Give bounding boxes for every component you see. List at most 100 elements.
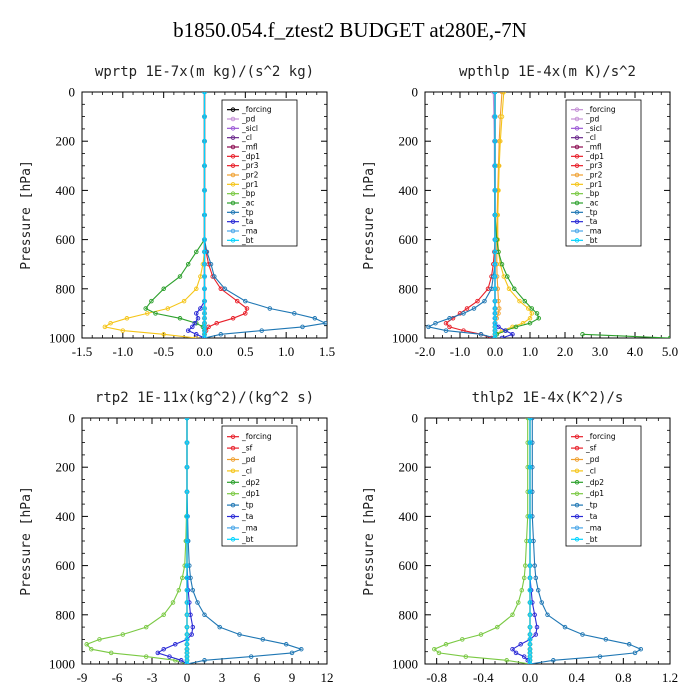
series-point-ta: [499, 335, 505, 338]
legend-label: _dp1: [585, 152, 604, 161]
legend-label: _ac: [241, 199, 254, 208]
series-point-pr1: [499, 114, 505, 119]
legend-label: _ma: [241, 227, 258, 236]
series-point-tp: [195, 600, 200, 605]
series-line-pr1: [103, 92, 206, 338]
series-point-bt: [184, 612, 190, 618]
legend-marker: [230, 144, 236, 150]
series-point-tp: [638, 646, 644, 652]
series-point-dp1: [510, 612, 515, 618]
series-point-ac: [143, 306, 148, 311]
x-tick-label: -1.5: [72, 344, 93, 359]
series-point-ac: [177, 274, 183, 279]
series-point-dp1: [234, 298, 240, 304]
series-point-ac: [529, 306, 535, 311]
series-point-bt: [492, 163, 498, 169]
series-point-pr1: [194, 286, 199, 292]
y-axis-label: Pressure [hPa]: [19, 486, 34, 596]
series-point-ac: [185, 261, 191, 267]
series-point-tp: [190, 587, 196, 593]
legend-label: _pd: [241, 455, 256, 464]
series-point-dp1: [84, 642, 89, 647]
legend-marker: [230, 514, 236, 519]
y-tick-label: 1000: [392, 657, 418, 672]
series-point-bt: [527, 632, 533, 637]
legend-label: _bt: [585, 535, 598, 544]
series-point-bt: [184, 661, 190, 664]
series-point-dp1: [230, 316, 236, 321]
series-point-ac: [499, 261, 505, 267]
x-tick-label: -0.4: [473, 670, 494, 685]
series-point-bt: [202, 92, 207, 95]
series-point-ac: [513, 324, 519, 330]
x-tick-label: 12: [321, 670, 334, 685]
y-axis-label: Pressure [hPa]: [362, 160, 377, 270]
panel-title: wpthlp 1E-4x(m K)/s^2: [459, 64, 636, 80]
series-point-ta: [194, 332, 199, 337]
legend-label: _ta: [241, 217, 253, 226]
series-point-bt: [184, 563, 190, 568]
series-point-bt: [202, 188, 207, 193]
legend-label: _cl: [585, 133, 596, 142]
series-point-dp1: [516, 600, 521, 605]
series-point-ac: [149, 298, 154, 304]
series-line-dp1: [433, 418, 531, 664]
series-point-bt: [492, 298, 498, 304]
legend-marker: [230, 116, 236, 122]
x-tick-label: 4.0: [627, 344, 643, 359]
legend-marker: [230, 434, 236, 439]
y-tick-label: 200: [56, 134, 76, 149]
series-point-sfc: [580, 332, 585, 337]
x-tick-label: 0.0: [487, 344, 503, 359]
y-tick-label: 600: [399, 232, 419, 247]
legend-label: _dp1: [585, 489, 604, 498]
legend-label: _ta: [241, 512, 253, 521]
series-point-tp: [212, 274, 217, 279]
series-point-tp: [299, 646, 304, 652]
series-point-ac: [512, 286, 517, 292]
series-point-pr1: [165, 306, 171, 311]
legend-label: _cl: [241, 466, 252, 475]
y-tick-label: 400: [399, 509, 419, 524]
series-point-ac: [534, 311, 540, 316]
x-tick-label: 2.0: [557, 344, 573, 359]
series-point-dp1: [432, 646, 437, 652]
series-point-ta: [510, 646, 515, 652]
series-point-ta: [533, 632, 539, 637]
series-point-dp1: [214, 320, 219, 326]
legend-marker: [230, 445, 236, 451]
series-point-tp: [551, 658, 556, 663]
y-tick-label: 400: [399, 183, 419, 198]
series-point-tp: [478, 332, 484, 337]
series-point-dp1: [218, 286, 224, 292]
series-point-tp: [461, 311, 466, 316]
series-point-tp: [202, 658, 207, 663]
x-tick-label: 1.5: [319, 344, 335, 359]
series-point-dp1: [89, 646, 94, 652]
y-tick-label: 800: [56, 607, 76, 622]
series-point-tp: [426, 324, 431, 330]
legend-label: _cl: [585, 466, 596, 475]
legend-label: _sicl: [241, 124, 258, 133]
x-tick-label: 1.2: [662, 670, 678, 685]
legend-label: _mfl: [585, 143, 602, 152]
series-point-pd: [491, 92, 496, 95]
legend-label: _cl: [241, 133, 252, 142]
legend-label: _bp: [241, 189, 256, 198]
series-point-dp1: [463, 654, 469, 659]
series-point-tp: [471, 306, 477, 311]
legend-label: _pd: [585, 455, 600, 464]
series-point-pr1: [102, 324, 108, 330]
series-point-ac: [194, 249, 199, 255]
series-point-bt: [527, 563, 533, 568]
series-point-bt: [492, 274, 498, 279]
series-point-bt: [492, 212, 498, 218]
series-point-bt: [184, 624, 190, 630]
legend-label: _tp: [585, 208, 598, 217]
series-line-dp1: [85, 418, 188, 664]
legend-marker: [574, 116, 580, 122]
figure-title: b1850.054.f_ztest2 BUDGET at280E,-7N: [173, 18, 527, 42]
series-point-dp1: [489, 335, 494, 338]
series-point-tp: [603, 637, 609, 642]
series-point-tp: [300, 324, 305, 330]
